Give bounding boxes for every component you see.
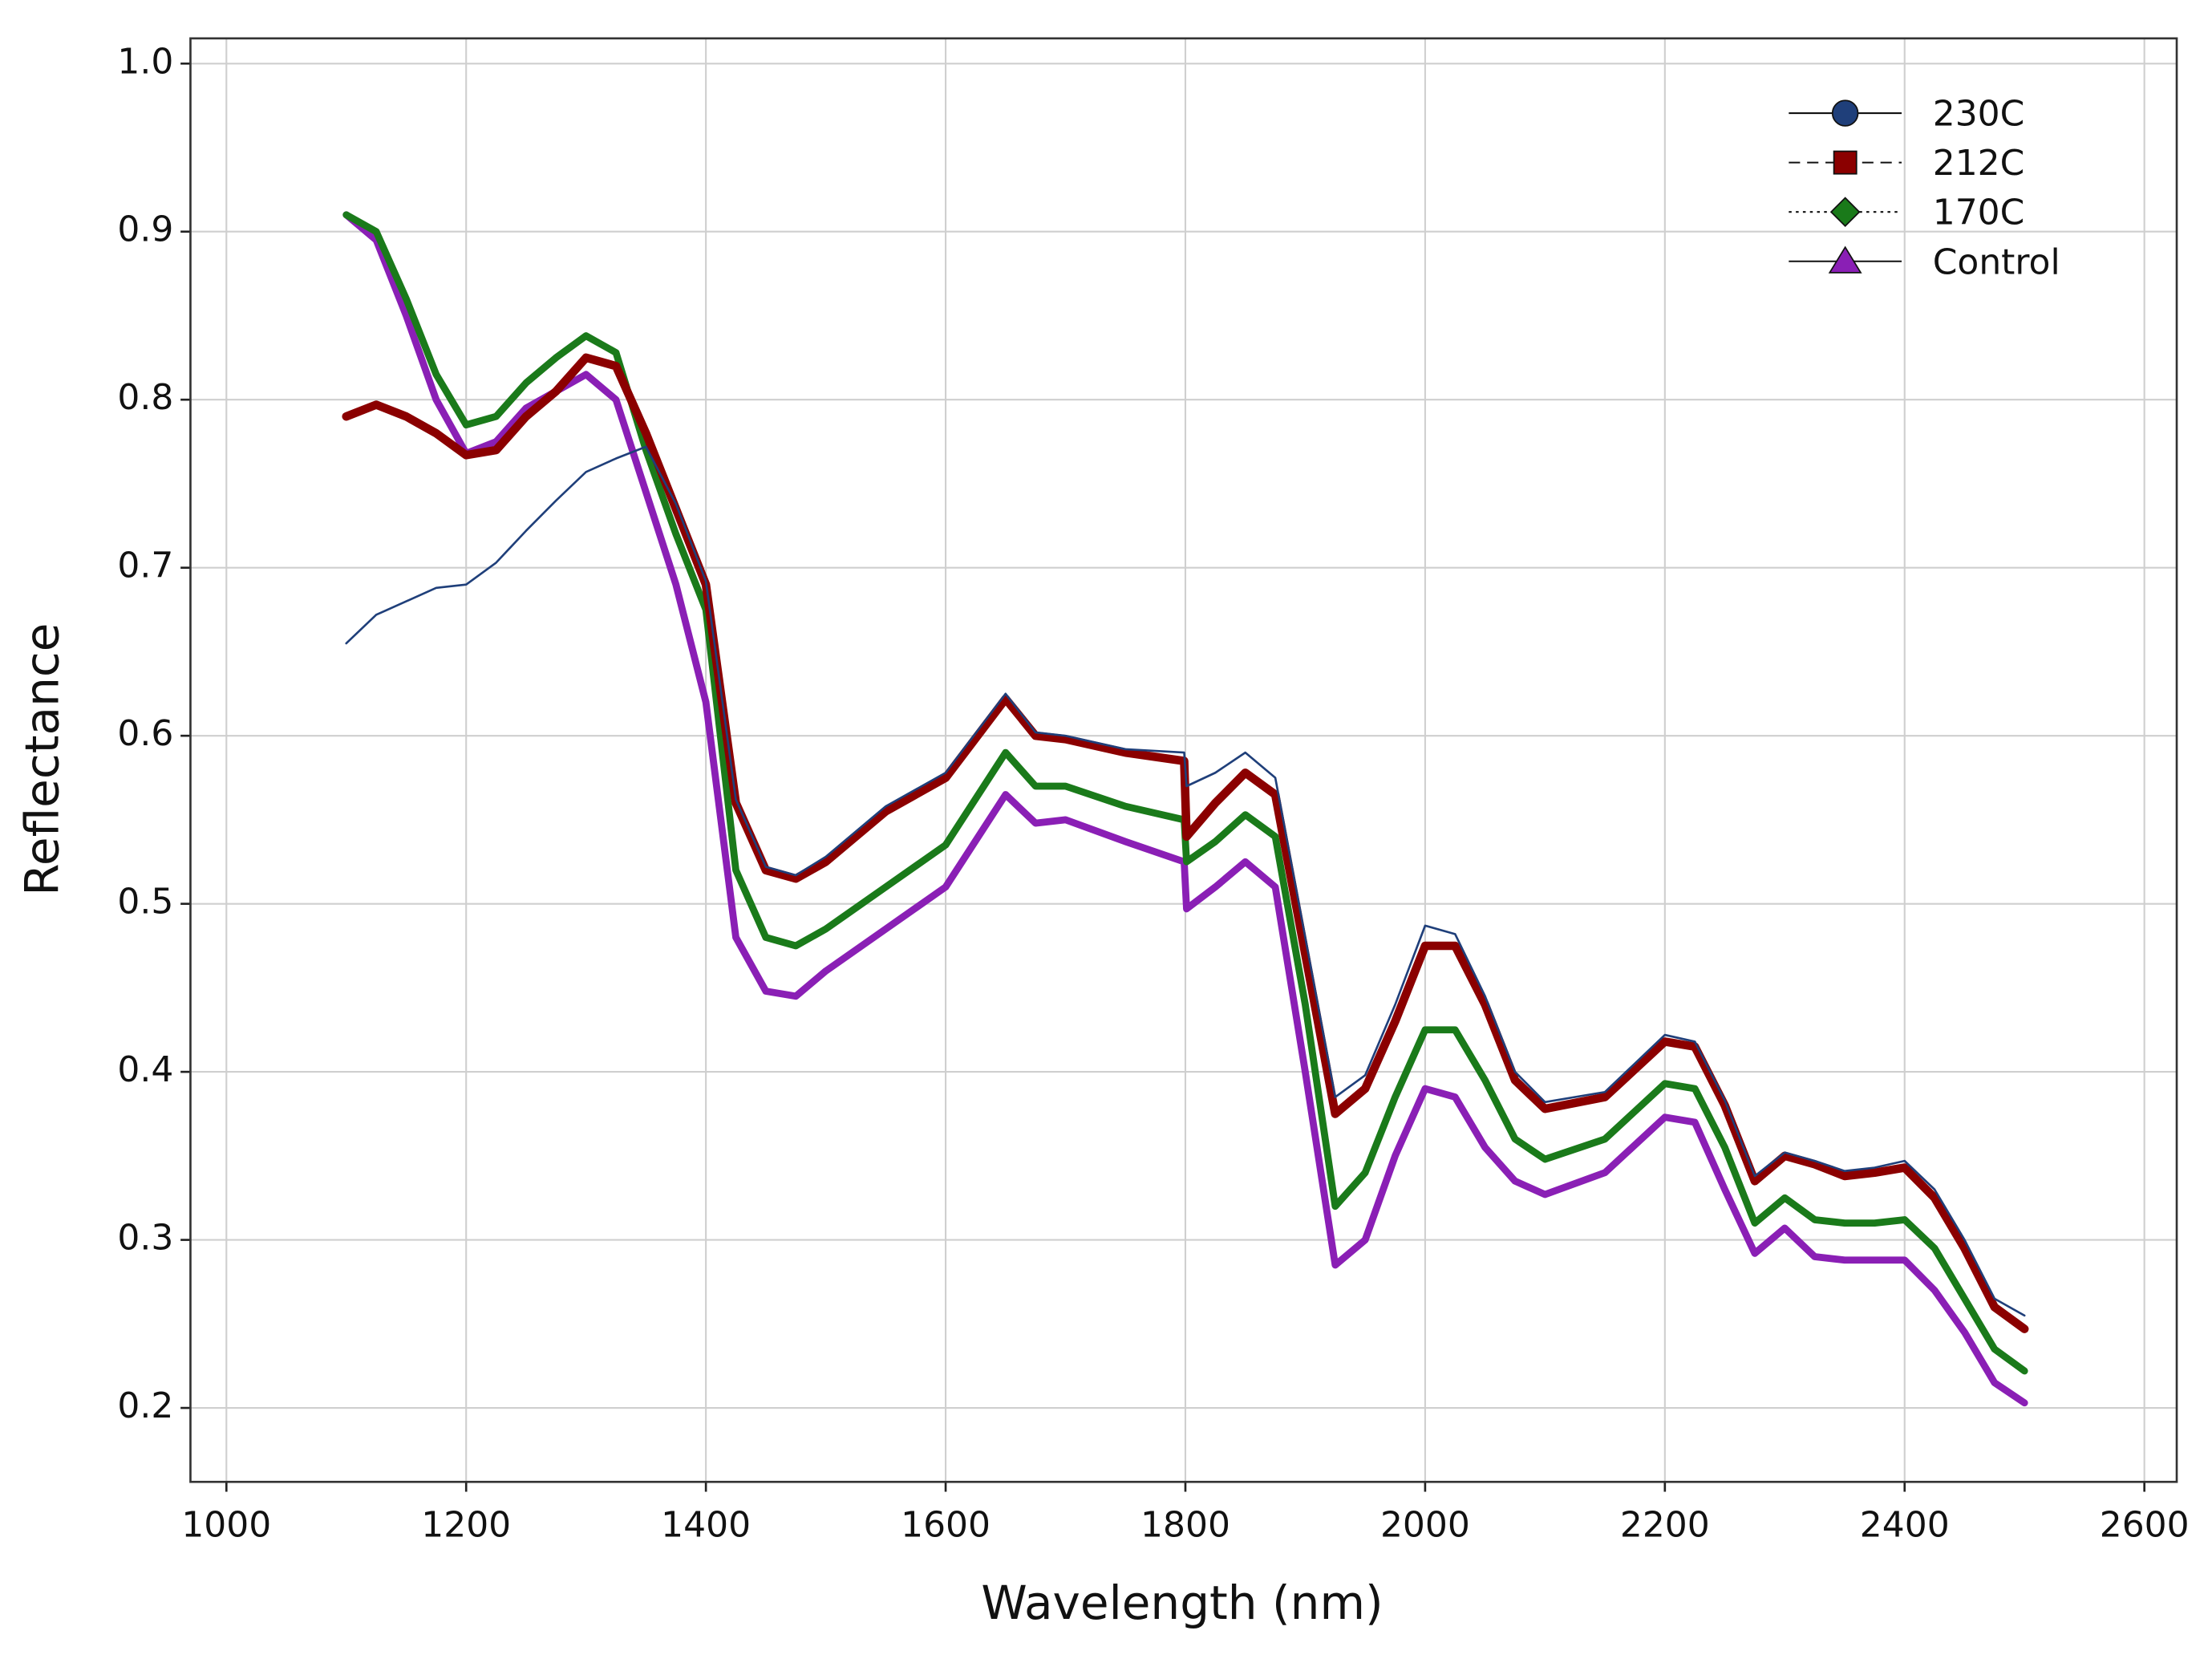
series-line xyxy=(342,211,2028,1375)
legend-marker xyxy=(1833,150,1858,175)
y-tick-label: 0.4 xyxy=(117,1049,173,1090)
y-tick-label: 0.8 xyxy=(117,377,173,418)
legend-marker xyxy=(1828,245,1862,274)
series-line xyxy=(342,211,2028,1407)
legend-label: 212C xyxy=(1933,143,2025,184)
legend-label: Control xyxy=(1933,241,2060,282)
x-tick-label: 1400 xyxy=(661,1505,751,1546)
y-tick-label: 1.0 xyxy=(117,41,173,82)
x-tick-label: 2000 xyxy=(1380,1505,1470,1546)
y-axis-title: Reflectance xyxy=(14,623,69,896)
plot-frame xyxy=(189,37,2178,1483)
x-tick-label: 1200 xyxy=(421,1505,511,1546)
x-tick-label: 2200 xyxy=(1620,1505,1710,1546)
x-tick-label: 1600 xyxy=(901,1505,991,1546)
x-tick-label: 1800 xyxy=(1140,1505,1230,1546)
x-axis-title: Wavelength (nm) xyxy=(981,1576,1383,1630)
y-tick-label: 0.5 xyxy=(117,882,173,923)
legend-label: 230C xyxy=(1933,94,2025,135)
x-tick-label: 1000 xyxy=(181,1505,271,1546)
legend-label: 170C xyxy=(1933,193,2025,233)
y-tick-label: 0.7 xyxy=(117,546,173,586)
y-tick-label: 0.2 xyxy=(117,1385,173,1426)
x-tick-label: 2600 xyxy=(2100,1505,2190,1546)
legend-marker xyxy=(1831,99,1859,127)
y-tick-label: 0.9 xyxy=(117,209,173,250)
y-tick-label: 0.6 xyxy=(117,713,173,754)
series-line xyxy=(345,445,2026,1317)
legend-marker xyxy=(1829,197,1861,228)
x-tick-label: 2400 xyxy=(1860,1505,1950,1546)
y-tick-label: 0.3 xyxy=(117,1218,173,1259)
series-line xyxy=(342,353,2029,1333)
